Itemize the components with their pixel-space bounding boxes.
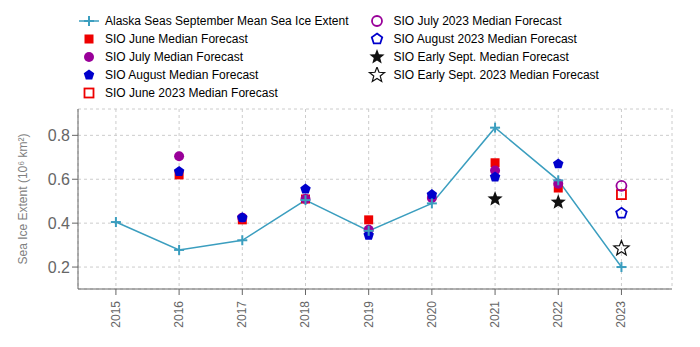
svg-text:2023: 2023	[614, 301, 628, 328]
html-text:SIO August Median Forecast: SIO August Median Forecast	[105, 68, 259, 82]
html-text:SIO Early Sept. Median Forecas: SIO Early Sept. Median Forecast	[393, 50, 569, 64]
svg-text:2018: 2018	[298, 301, 312, 328]
html-text:Alaska Seas September Mean Sea: Alaska Seas September Mean Sea Ice Exten…	[105, 14, 349, 28]
html-text:SIO July Median Forecast: SIO July Median Forecast	[105, 50, 244, 64]
html-text:SIO August 2023 Median Forecas: SIO August 2023 Median Forecast	[393, 32, 577, 46]
svg-text:0.2: 0.2	[48, 259, 70, 276]
html-text:SIO Early Sept. 2023 Median Fo: SIO Early Sept. 2023 Median Forecast	[393, 68, 599, 82]
svg-text:0.8: 0.8	[48, 127, 70, 144]
svg-text:2021: 2021	[488, 301, 502, 328]
svg-text:0.6: 0.6	[48, 171, 70, 188]
svg-text:Sea Ice Extent (10⁶ km²): Sea Ice Extent (10⁶ km²)	[16, 134, 30, 265]
html-text:SIO July 2023 Median Forecast: SIO July 2023 Median Forecast	[393, 14, 562, 28]
svg-text:2020: 2020	[425, 301, 439, 328]
svg-text:2017: 2017	[235, 301, 249, 328]
svg-text:2019: 2019	[362, 301, 376, 328]
html-text:SIO June 2023 Median Forecast: SIO June 2023 Median Forecast	[105, 86, 278, 100]
svg-text:2016: 2016	[172, 301, 186, 328]
svg-text:2022: 2022	[551, 301, 565, 328]
svg-text:2015: 2015	[109, 301, 123, 328]
html-text:SIO June Median Forecast: SIO June Median Forecast	[105, 32, 248, 46]
svg-text:0.4: 0.4	[48, 215, 70, 232]
